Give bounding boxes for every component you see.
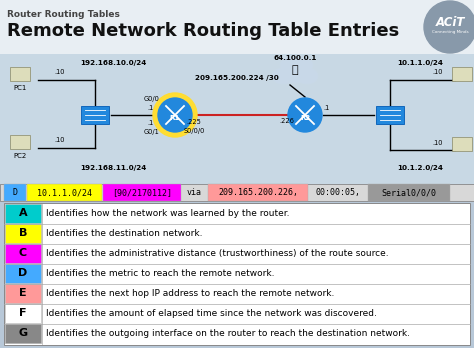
Text: 64.100.0.1: 64.100.0.1 — [273, 55, 317, 61]
Text: 10.1.1.0/24: 10.1.1.0/24 — [37, 188, 92, 197]
FancyBboxPatch shape — [27, 184, 102, 201]
Text: 10.1.2.0/24: 10.1.2.0/24 — [397, 165, 443, 171]
FancyBboxPatch shape — [5, 284, 41, 303]
Text: Identifies the outgoing interface on the router to reach the destination network: Identifies the outgoing interface on the… — [46, 329, 410, 338]
Text: .10: .10 — [433, 69, 443, 75]
Circle shape — [424, 1, 474, 53]
Text: .226: .226 — [280, 118, 294, 124]
FancyBboxPatch shape — [208, 184, 308, 201]
Circle shape — [158, 98, 192, 132]
Ellipse shape — [279, 61, 311, 83]
FancyBboxPatch shape — [368, 184, 450, 201]
Text: [90/2170112]: [90/2170112] — [112, 188, 172, 197]
FancyBboxPatch shape — [5, 264, 41, 283]
Text: Connecting Minds: Connecting Minds — [432, 30, 468, 34]
Text: E: E — [19, 288, 27, 299]
FancyBboxPatch shape — [4, 203, 470, 345]
Text: Identifies the next hop IP address to reach the remote network.: Identifies the next hop IP address to re… — [46, 289, 334, 298]
Text: Identifies the amount of elapsed time since the network was discovered.: Identifies the amount of elapsed time si… — [46, 309, 377, 318]
FancyBboxPatch shape — [5, 224, 41, 243]
Circle shape — [153, 93, 197, 137]
FancyBboxPatch shape — [452, 67, 472, 81]
Text: D: D — [18, 269, 27, 278]
Text: R2: R2 — [300, 115, 310, 121]
Text: .225: .225 — [187, 119, 201, 125]
Text: B: B — [19, 229, 27, 238]
Text: .10: .10 — [55, 69, 65, 75]
Text: PC2: PC2 — [13, 153, 27, 159]
Text: G0/0: G0/0 — [144, 96, 160, 102]
Text: G: G — [18, 329, 27, 339]
FancyBboxPatch shape — [10, 67, 30, 81]
Text: 192.168.11.0/24: 192.168.11.0/24 — [80, 165, 146, 171]
Circle shape — [288, 98, 322, 132]
FancyBboxPatch shape — [0, 184, 474, 201]
Text: Identifies the destination network.: Identifies the destination network. — [46, 229, 202, 238]
Text: Identifies the metric to reach the remote network.: Identifies the metric to reach the remot… — [46, 269, 274, 278]
Text: Remote Network Routing Table Entries: Remote Network Routing Table Entries — [7, 22, 399, 40]
Text: 10.1.1.0/24: 10.1.1.0/24 — [397, 60, 443, 66]
Ellipse shape — [280, 57, 302, 73]
FancyBboxPatch shape — [0, 54, 474, 184]
Text: C: C — [19, 248, 27, 259]
Text: 🖥: 🖥 — [292, 65, 298, 75]
Text: 192.168.10.0/24: 192.168.10.0/24 — [80, 60, 146, 66]
FancyBboxPatch shape — [5, 244, 41, 263]
Text: .1: .1 — [147, 105, 153, 111]
Text: via: via — [187, 188, 202, 197]
Text: Router Routing Tables: Router Routing Tables — [7, 10, 120, 19]
Text: Identifies how the network was learned by the router.: Identifies how the network was learned b… — [46, 209, 290, 218]
Ellipse shape — [296, 68, 318, 84]
Text: .1: .1 — [147, 120, 153, 126]
Text: F: F — [19, 308, 27, 318]
Text: A: A — [18, 208, 27, 219]
FancyBboxPatch shape — [5, 304, 41, 323]
Text: .10: .10 — [55, 137, 65, 143]
Text: D: D — [12, 188, 18, 197]
Text: PC1: PC1 — [13, 85, 27, 91]
FancyBboxPatch shape — [0, 0, 474, 54]
Text: 209.165.200.226,: 209.165.200.226, — [218, 188, 298, 197]
Text: .10: .10 — [433, 140, 443, 146]
FancyBboxPatch shape — [4, 184, 26, 201]
FancyBboxPatch shape — [452, 137, 472, 151]
FancyBboxPatch shape — [5, 324, 41, 343]
Text: .1: .1 — [323, 105, 329, 111]
Ellipse shape — [293, 58, 313, 72]
FancyBboxPatch shape — [5, 204, 41, 223]
Text: G0/1: G0/1 — [144, 129, 160, 135]
FancyBboxPatch shape — [10, 135, 30, 149]
Text: 00:00:05,: 00:00:05, — [316, 188, 361, 197]
FancyBboxPatch shape — [103, 184, 181, 201]
Text: Serial0/0/0: Serial0/0/0 — [382, 188, 437, 197]
Text: R1: R1 — [170, 115, 180, 121]
Ellipse shape — [272, 68, 294, 84]
Text: ACiT: ACiT — [435, 16, 465, 29]
Text: Identifies the administrative distance (trustworthiness) of the route source.: Identifies the administrative distance (… — [46, 249, 389, 258]
FancyBboxPatch shape — [376, 106, 404, 124]
Text: S0/0/0: S0/0/0 — [183, 128, 205, 134]
Text: 209.165.200.224 /30: 209.165.200.224 /30 — [195, 75, 279, 81]
FancyBboxPatch shape — [81, 106, 109, 124]
